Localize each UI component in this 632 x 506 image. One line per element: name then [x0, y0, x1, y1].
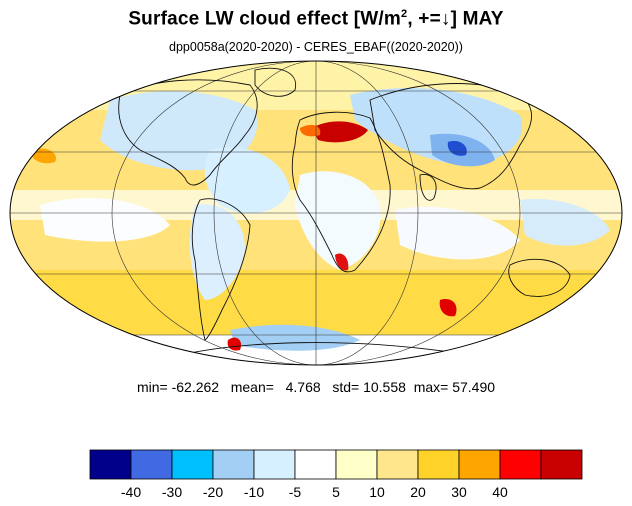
statistics-line: min= -62.262 mean= 4.768 std= 10.558 max… — [136, 379, 496, 395]
antarctica-coastline — [179, 342, 451, 356]
south-indian-red-patch — [439, 299, 457, 317]
north-america-coastline — [118, 79, 258, 186]
colorbar-box-3 — [212, 449, 255, 480]
colorbar-box-5 — [294, 449, 337, 480]
atlantic-blue-region — [204, 147, 290, 214]
mediterranean-orange-patch — [300, 124, 321, 137]
colorbar-box-10 — [499, 449, 542, 480]
colorbar-label-5: 5 — [332, 484, 340, 500]
maritime-continent-blue — [520, 199, 610, 246]
stat-std: 10.558 — [363, 379, 406, 395]
map-subtitle: dpp0058a(2020-2020) - CERES_EBAF((2020-2… — [169, 40, 463, 54]
europe-africa-coastline — [291, 111, 391, 273]
colorbar-box-0 — [89, 449, 132, 480]
colorbar-label-8: 30 — [451, 484, 467, 500]
greenland-coastline — [254, 67, 297, 97]
stat-max: 57.490 — [452, 379, 496, 395]
colorbar-box-2 — [171, 449, 214, 480]
colorbar-label-4: -5 — [289, 484, 302, 500]
colorbar-label-3: -10 — [244, 484, 264, 500]
colorbar-label-2: -20 — [203, 484, 223, 500]
south-america-coastline — [191, 198, 251, 341]
colorbar-box-4 — [253, 449, 296, 480]
colorbar-box-1 — [130, 449, 173, 480]
indian-ocean-white-region — [395, 206, 520, 260]
australia-coastline — [508, 258, 571, 297]
colorbar-label-0: -40 — [121, 484, 141, 500]
stat-mean: 4.768 — [285, 379, 321, 395]
africa-white-region — [295, 171, 381, 270]
colorbar-label-7: 20 — [410, 484, 426, 500]
stat-min: -62.262 — [171, 379, 220, 395]
pacific-white-region — [40, 197, 170, 242]
colorbar-box-7 — [376, 449, 419, 480]
colorbar-label-6: 10 — [369, 484, 385, 500]
india-coastline — [419, 174, 437, 201]
colorbar-box-6 — [335, 449, 378, 480]
colorbar-box-8 — [417, 449, 460, 480]
coastlines — [118, 67, 571, 356]
colorbar-label-9: 40 — [492, 484, 508, 500]
map-outline — [9, 60, 623, 366]
map-title: Surface LW cloud effect [W/m2, +=↓] MAY — [128, 8, 504, 30]
colorbar-box-11 — [540, 449, 583, 480]
mediterranean-red-patch — [312, 121, 368, 143]
asia-coastline — [369, 83, 532, 190]
namibia-red-patch — [335, 253, 349, 271]
colorbar-box-9 — [458, 449, 501, 480]
colorbar-label-1: -30 — [162, 484, 182, 500]
